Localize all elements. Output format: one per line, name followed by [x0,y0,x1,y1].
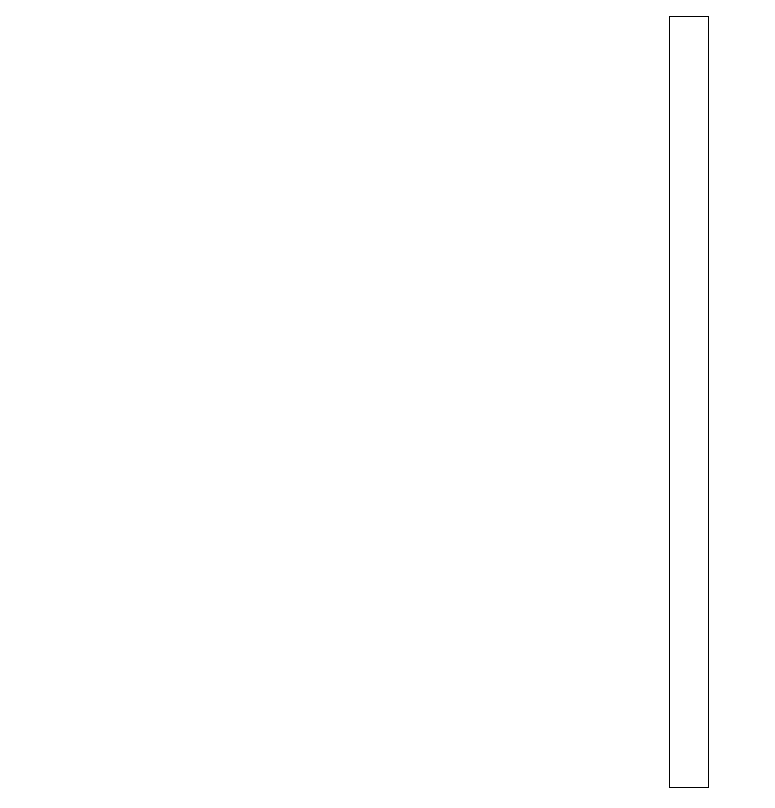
colorbar [669,16,709,788]
